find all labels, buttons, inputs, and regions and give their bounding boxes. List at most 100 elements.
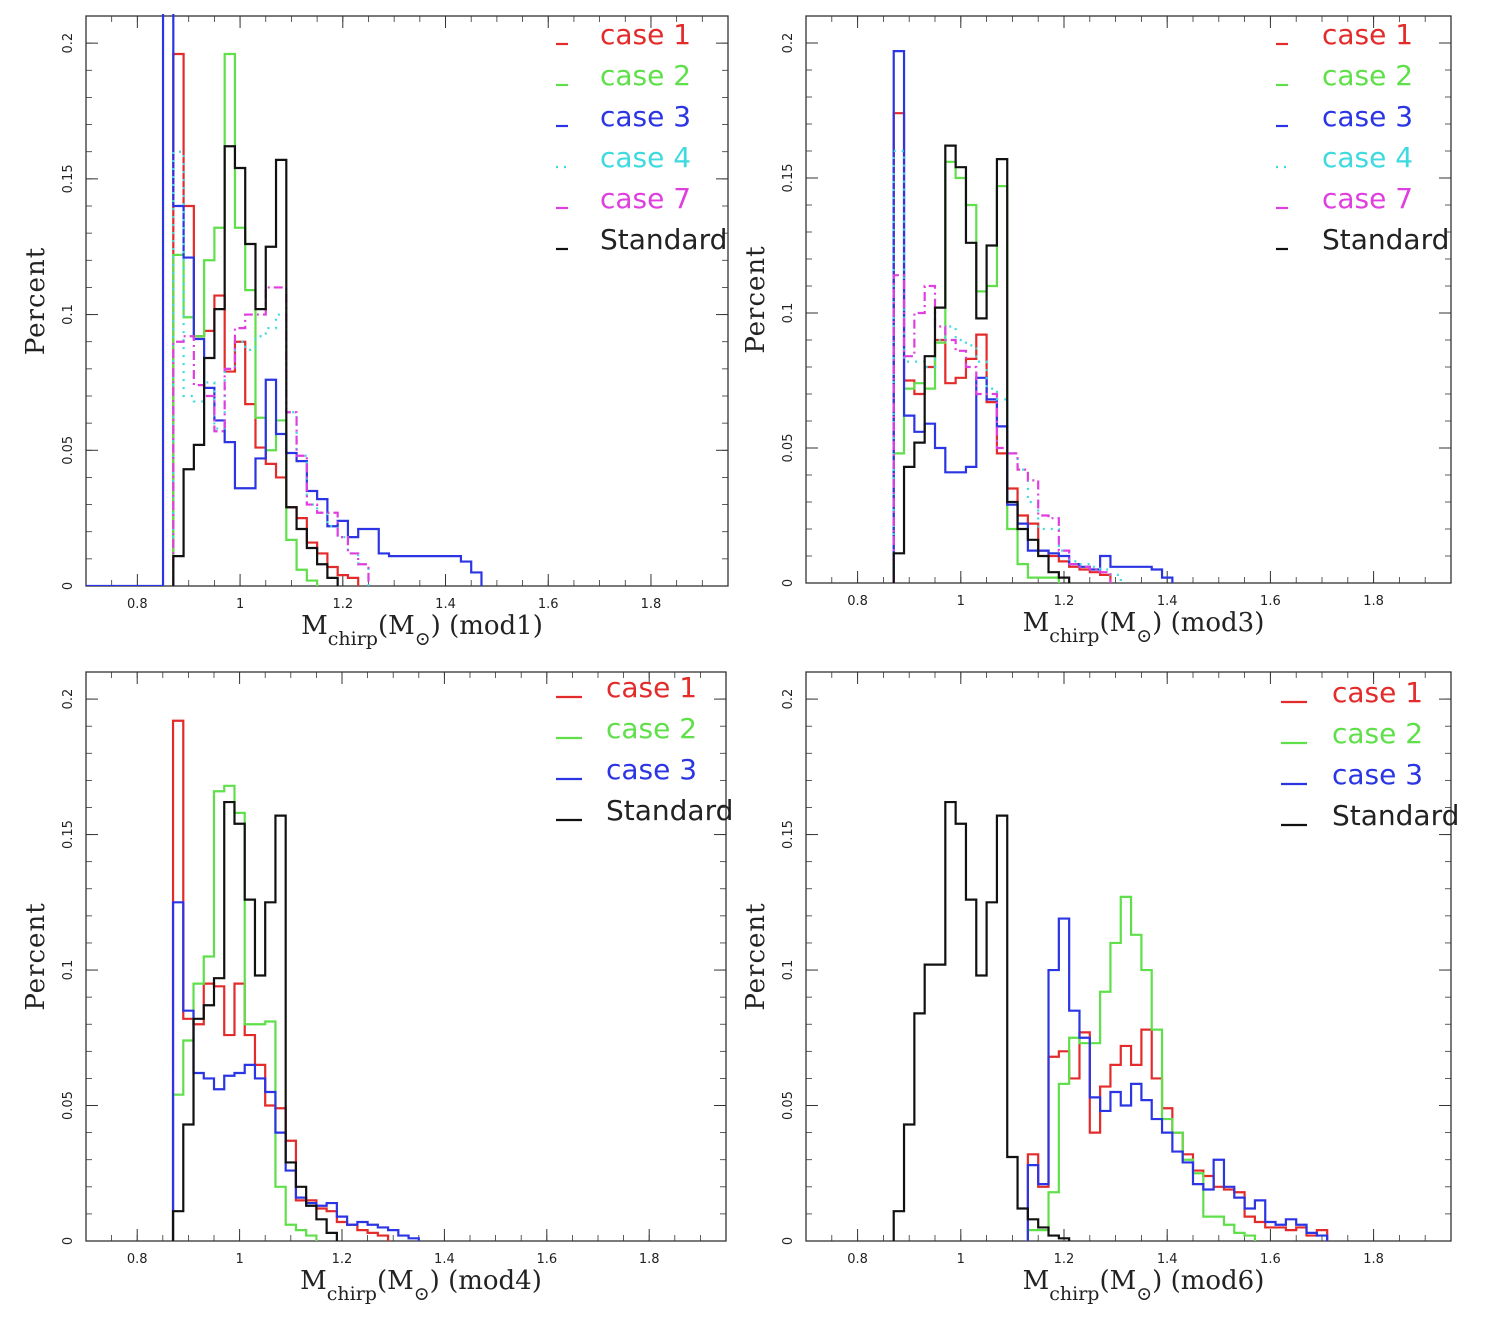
y-tick-label: 0.15	[781, 164, 796, 193]
plot-frame	[85, 15, 729, 587]
chart-panel-mod6: 0.8 1 1.2 1.4 1.6 1.8 0 0.05 0.1 0.15 0.2 Percent Mc…	[741, 671, 1459, 1305]
y-tick-label: 0.05	[61, 436, 76, 465]
legend-label: case 3	[606, 753, 697, 786]
legend: case 1 case 2 case 3 Standard	[1281, 676, 1459, 832]
x-tick-label: 1.8	[1363, 594, 1384, 609]
series-line-standard	[892, 800, 1071, 1241]
x-tick-label: 0.8	[847, 594, 868, 609]
y-tick-label: 0.1	[781, 303, 796, 324]
x-tick-label: 1.6	[536, 1252, 557, 1267]
series-line-case-1	[1026, 1028, 1329, 1241]
y-axis-label: Percent	[21, 902, 51, 1010]
x-tick-label: 0.8	[847, 1252, 868, 1267]
y-tick-label: 0	[61, 1237, 76, 1245]
series-line-case-3	[1026, 917, 1329, 1241]
x-axis-label: Mchirp(M⊙) (mod3)	[1023, 608, 1265, 647]
x-tick-label: 1.2	[332, 1252, 353, 1267]
series-line-case-2	[892, 160, 1060, 583]
legend-label: case 7	[600, 182, 691, 215]
chart-panel-mod1: 0.8 1 1.2 1.4 1.6 1.8 0 0.05 0.1 0.15 0.2 Percent Mc…	[21, 14, 729, 650]
x-tick-label: 1	[957, 1252, 965, 1267]
legend-label: case 2	[1332, 717, 1423, 750]
series-line-case-7	[172, 286, 370, 586]
y-tick-label: 0.1	[61, 304, 76, 325]
y-tick-label: 0.15	[781, 820, 796, 849]
y-axis-label: Percent	[741, 245, 771, 353]
y-tick-label: 0.2	[781, 689, 796, 710]
legend-label: case 4	[1322, 141, 1413, 174]
chart-panel-mod4: 0.8 1 1.2 1.4 1.6 1.8 0 0.05 0.1 0.15 0.2 Percent Mc…	[21, 671, 733, 1305]
series-line-case-2	[1026, 895, 1257, 1241]
series-line-case-1	[171, 719, 390, 1241]
series-line-case-1	[172, 52, 360, 586]
legend-label: case 3	[1322, 100, 1413, 133]
y-axis-label: Percent	[741, 902, 771, 1010]
legend-label: case 1	[1332, 676, 1423, 709]
x-axis-label: Mchirp(M⊙) (mod4)	[300, 1266, 542, 1305]
x-tick-label: 1.8	[639, 1252, 660, 1267]
series-line-case-3	[171, 901, 420, 1241]
legend-label: case 1	[600, 18, 691, 51]
legend-label: case 2	[606, 712, 697, 745]
plot-frame	[805, 671, 1452, 1242]
legend-label: case 2	[600, 59, 691, 92]
legend-label: Standard	[606, 794, 733, 827]
y-tick-label: 0.05	[61, 1091, 76, 1120]
plot-frame	[805, 15, 1452, 584]
legend-label: case 4	[600, 141, 691, 174]
legend: case 1 case 2 case 3 case 4 case 7 Standard	[556, 18, 727, 256]
x-tick-label: 1	[235, 1252, 243, 1267]
x-tick-label: 0.8	[127, 597, 148, 612]
legend-label: case 1	[1322, 18, 1413, 51]
x-tick-label: 1	[236, 597, 244, 612]
series-group	[892, 800, 1329, 1241]
y-tick-label: 0	[781, 1237, 796, 1245]
y-tick-label: 0.1	[781, 960, 796, 981]
series-line-standard	[892, 144, 1071, 583]
series-line-case-3	[892, 50, 1174, 583]
x-tick-label: 1.8	[1363, 1252, 1384, 1267]
y-tick-label: 0.2	[61, 689, 76, 710]
series-line-standard	[171, 800, 338, 1241]
y-axis-label: Percent	[21, 247, 51, 355]
legend: case 1 case 2 case 3 Standard	[556, 671, 733, 827]
legend-label: Standard	[1332, 799, 1459, 832]
legend-label: case 2	[1322, 59, 1413, 92]
x-tick-label: 1.4	[434, 1252, 455, 1267]
x-tick-label: 1.4	[1157, 594, 1178, 609]
x-tick-label: 1.8	[641, 597, 662, 612]
legend: case 1 case 2 case 3 case 4 case 7 Standard	[1276, 18, 1449, 256]
legend-label: case 3	[1332, 758, 1423, 791]
series-line-case-1	[892, 112, 1112, 583]
x-tick-label: 1.6	[1260, 594, 1281, 609]
series-line-case-7	[892, 274, 1112, 583]
x-axis-label: Mchirp(M⊙) (mod1)	[301, 611, 543, 650]
series-line-standard	[172, 145, 339, 586]
series-group	[892, 50, 1174, 583]
legend-label: Standard	[600, 223, 727, 256]
y-tick-label: 0.15	[61, 164, 76, 193]
x-tick-label: 1.4	[1157, 1252, 1178, 1267]
series-line-case-2	[171, 784, 318, 1241]
x-tick-label: 1.2	[332, 597, 353, 612]
legend-label: case 1	[606, 671, 697, 704]
x-tick-label: 1.4	[435, 597, 456, 612]
chart-panel-mod3: 0.8 1 1.2 1.4 1.6 1.8 0 0.05 0.1 0.15 0.2 Percent Mc…	[741, 15, 1452, 647]
legend-label: case 7	[1322, 182, 1413, 215]
plot-frame	[85, 671, 727, 1242]
y-tick-label: 0.05	[781, 1091, 796, 1120]
y-tick-label: 0.15	[61, 820, 76, 849]
legend-label: Standard	[1322, 223, 1449, 256]
x-tick-label: 1.2	[1054, 1252, 1075, 1267]
series-line-case-3	[86, 14, 483, 586]
y-tick-label: 0.2	[61, 33, 76, 54]
series-group	[171, 719, 420, 1241]
x-tick-label: 0.8	[127, 1252, 148, 1267]
legend-label: case 3	[600, 100, 691, 133]
series-group	[86, 14, 483, 586]
y-tick-label: 0.1	[61, 960, 76, 981]
x-axis-label: Mchirp(M⊙) (mod6)	[1023, 1266, 1265, 1305]
x-tick-label: 1.6	[538, 597, 559, 612]
x-tick-label: 1.6	[1260, 1252, 1281, 1267]
